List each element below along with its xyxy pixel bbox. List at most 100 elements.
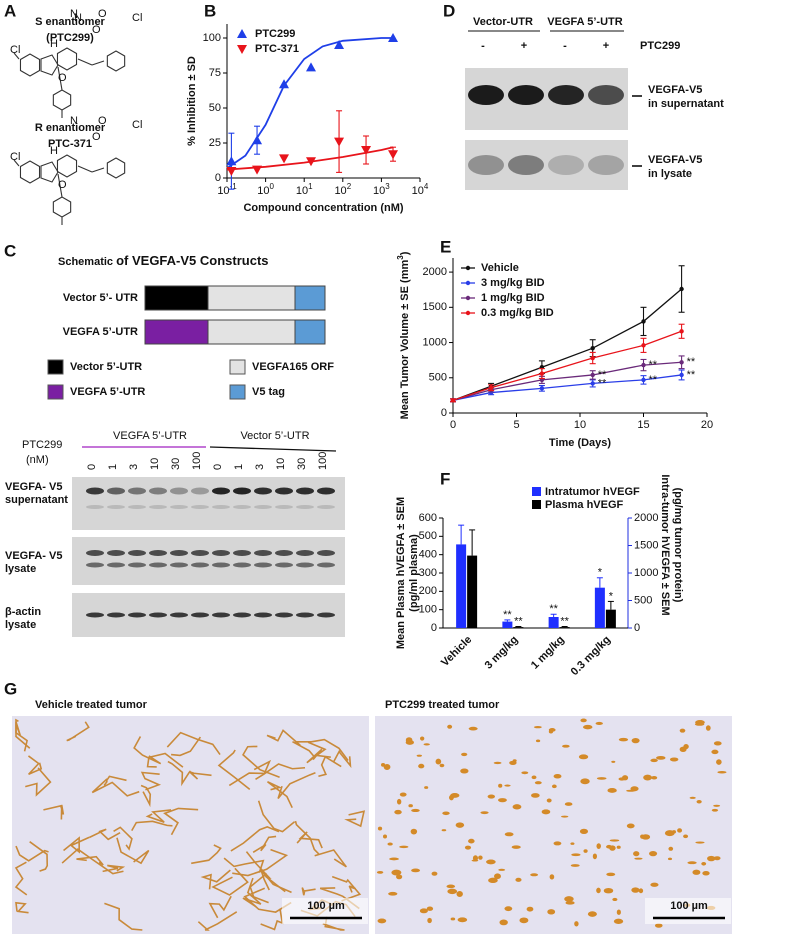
- ring: [56, 154, 78, 178]
- vessel: [494, 873, 501, 880]
- vessel: [211, 867, 249, 896]
- vessel: [669, 757, 679, 762]
- blot-band: [212, 612, 230, 618]
- blot-band: [212, 487, 230, 495]
- x-axis-title: Compound concentration (nM): [243, 202, 403, 214]
- vessel: [294, 820, 320, 855]
- vessel: [592, 853, 597, 860]
- vessel: [616, 845, 621, 849]
- blot-band: [149, 612, 167, 618]
- vessel: [387, 842, 393, 846]
- vessel: [679, 728, 686, 733]
- x-tick-label: 5: [513, 419, 519, 431]
- bond: [91, 167, 105, 173]
- ring: [19, 53, 41, 77]
- x-tick-exponent: 2: [347, 182, 352, 191]
- vessel: [245, 851, 286, 893]
- vessel: [447, 888, 458, 895]
- vessel: [257, 800, 296, 833]
- y-tick-label: 50: [209, 102, 221, 114]
- vessel: [389, 857, 399, 861]
- vessel: [442, 811, 450, 816]
- vessel: [519, 917, 529, 924]
- panel-label: F: [440, 469, 450, 488]
- blot-band: [149, 505, 167, 509]
- marker: [226, 156, 237, 166]
- chemical-structure: [13, 154, 126, 225]
- panel-label: E: [440, 237, 451, 256]
- construct-orf: [207, 285, 296, 311]
- construct-label: Vector 5’- UTR: [63, 292, 138, 304]
- significance-label: **: [649, 374, 658, 386]
- ring: [52, 89, 72, 111]
- y-axis-title: Mean Plasma hVEGFA ± SEM: [395, 497, 407, 649]
- bond: [13, 52, 20, 60]
- vessel: [27, 755, 43, 775]
- vessel: [424, 786, 429, 789]
- blot-band: [170, 562, 188, 568]
- x-tick-exponent: -1: [230, 182, 238, 191]
- vessel: [419, 736, 425, 741]
- vessel: [480, 811, 489, 815]
- blot-supernatant: [72, 477, 345, 530]
- blot-band: [588, 85, 624, 105]
- vessel: [609, 839, 620, 842]
- image-title: Vehicle treated tumor: [35, 699, 148, 711]
- blot-band: [233, 505, 251, 509]
- vessel: [133, 736, 162, 765]
- blot-band: [191, 505, 209, 509]
- marker: [641, 343, 646, 348]
- dose-label: 3: [128, 464, 140, 470]
- bond: [57, 173, 63, 198]
- vessel: [423, 743, 430, 746]
- construct-tag: [294, 319, 326, 345]
- atom-label: Cl: [10, 151, 20, 163]
- vessel: [232, 848, 289, 877]
- blot-band: [317, 550, 335, 556]
- structure-name: (PTC299): [46, 32, 94, 44]
- vessel: [649, 850, 658, 857]
- ring: [52, 196, 72, 218]
- vessel: [455, 822, 465, 828]
- vessel: [560, 815, 569, 818]
- vessel: [116, 837, 150, 865]
- blot-band: [191, 612, 209, 618]
- vessel: [638, 888, 644, 894]
- legend-label: Vehicle: [481, 262, 519, 274]
- band-label: in supernatant: [648, 98, 724, 110]
- x-tick-exponent: 0: [269, 182, 274, 191]
- vessel: [200, 869, 231, 890]
- bar: [559, 627, 570, 628]
- vessel: [456, 891, 463, 897]
- vessel: [277, 772, 316, 799]
- vessel: [551, 784, 557, 789]
- vessel: [689, 796, 696, 799]
- y-tick-label: 75: [209, 67, 221, 79]
- blot-band: [254, 562, 272, 568]
- vessel: [163, 807, 199, 836]
- blot-lysate: [465, 140, 628, 190]
- bar: [502, 621, 513, 628]
- x-tick-label: 101: [296, 182, 313, 197]
- sign-label: +: [603, 40, 609, 52]
- y-axis-title: Mean Tumor Volume ± SE (mm3): [396, 251, 411, 419]
- vessel: [348, 885, 356, 893]
- legend-swatch: [47, 384, 64, 400]
- vessel: [583, 849, 588, 853]
- vessel: [621, 775, 629, 781]
- dose-label: 30: [170, 458, 182, 470]
- vessel: [411, 808, 420, 813]
- vessel: [468, 838, 475, 844]
- x-tick-label: 15: [637, 419, 649, 431]
- vessel: [583, 724, 593, 730]
- vessel: [461, 752, 468, 757]
- vessel: [702, 870, 710, 876]
- blot-lysate: [72, 537, 345, 585]
- marker: [388, 33, 399, 42]
- blot-label: lysate: [5, 619, 36, 631]
- ring: [40, 54, 59, 76]
- bar: [513, 627, 524, 628]
- vessel: [579, 828, 589, 835]
- vessel: [486, 859, 496, 865]
- x-tick-exponent: 3: [385, 182, 390, 191]
